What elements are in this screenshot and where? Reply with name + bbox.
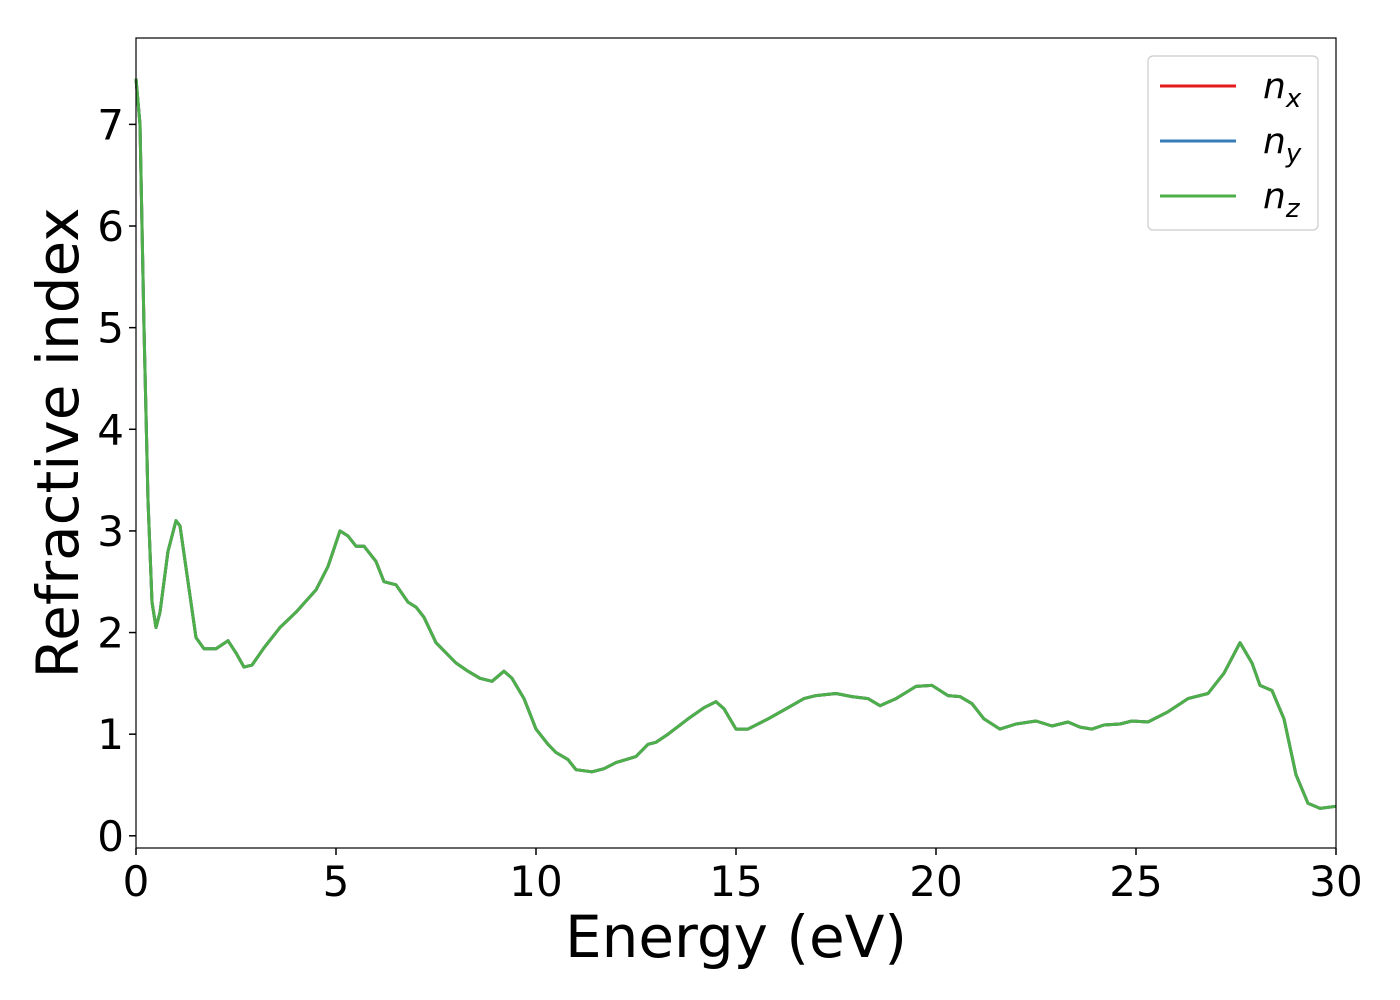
x-tick-label: 0 <box>123 857 150 906</box>
plot-frame <box>135 37 1337 849</box>
x-tick-label: 30 <box>1309 857 1362 906</box>
x-tick-label: 20 <box>909 857 962 906</box>
x-tick-label: 25 <box>1109 857 1162 906</box>
legend-box <box>1147 55 1319 231</box>
y-tick-label: 4 <box>97 405 124 454</box>
series-line <box>134 78 1337 810</box>
x-tick-label: 10 <box>509 857 562 906</box>
y-axis-label: Refractive index <box>24 207 92 678</box>
x-tick-label: 5 <box>323 857 350 906</box>
y-tick-label: 2 <box>97 609 124 658</box>
legend-label: nz <box>1263 176 1301 224</box>
y-tick-label: 0 <box>97 812 124 861</box>
x-axis-label: Energy (eV) <box>565 903 907 971</box>
y-tick-label: 3 <box>97 507 124 556</box>
y-tick-label: 6 <box>97 202 124 251</box>
y-tick-label: 1 <box>97 710 124 759</box>
y-tick-label: 5 <box>97 304 124 353</box>
x-tick-label: 15 <box>709 857 762 906</box>
legend-label: ny <box>1263 121 1302 169</box>
legend-label: nx <box>1263 66 1302 114</box>
y-tick-label: 7 <box>97 100 124 149</box>
